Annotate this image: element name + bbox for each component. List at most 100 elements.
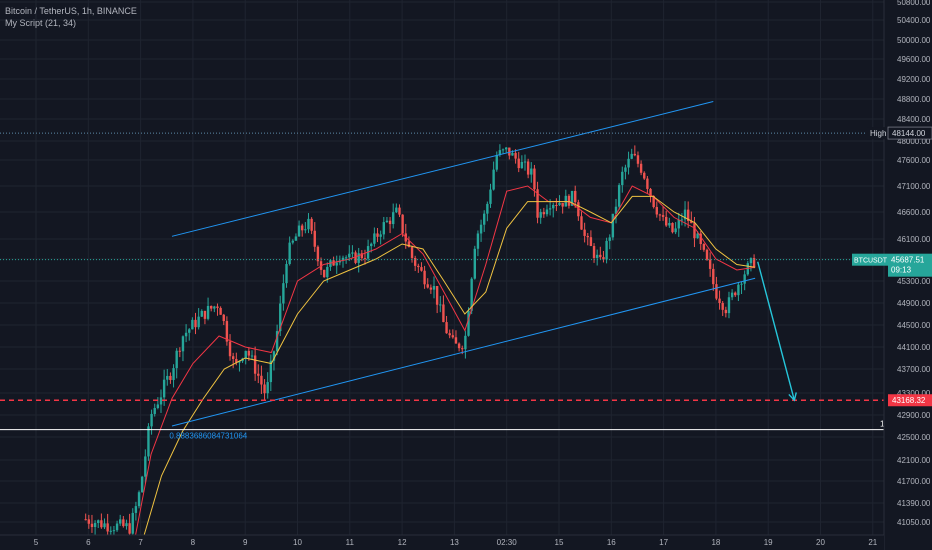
candle-up bbox=[749, 258, 753, 264]
time-axis-background bbox=[0, 535, 884, 550]
candle-down bbox=[457, 343, 461, 349]
time-tick-label: 12 bbox=[398, 538, 407, 547]
candle-down bbox=[100, 520, 103, 528]
candle-up bbox=[181, 336, 185, 352]
candle-down bbox=[508, 147, 511, 156]
candle-up bbox=[250, 355, 254, 357]
time-tick-label: 13 bbox=[450, 538, 459, 547]
candle-up bbox=[627, 158, 630, 168]
symbol-title[interactable]: Bitcoin / TetherUS, 1h, BINANCE bbox=[5, 6, 137, 16]
high-tag-box bbox=[867, 127, 888, 140]
candle-up bbox=[548, 208, 552, 210]
candle-down bbox=[661, 215, 665, 217]
candle-down bbox=[599, 254, 602, 258]
candle-up bbox=[479, 224, 483, 234]
chart-overlays: 1 0.8883686084731064 bbox=[0, 101, 885, 548]
time-tick-label: 6 bbox=[86, 538, 91, 547]
candle-up bbox=[200, 310, 203, 317]
candle-up bbox=[291, 240, 294, 243]
price-tick-label: 43700.00 bbox=[897, 365, 931, 374]
candle-down bbox=[721, 303, 724, 310]
candle-down bbox=[699, 233, 702, 245]
candle-up bbox=[341, 257, 345, 261]
candle-down bbox=[724, 309, 728, 314]
candle-down bbox=[413, 257, 417, 266]
candle-down bbox=[210, 305, 213, 309]
price-tick-label: 42900.00 bbox=[897, 411, 931, 420]
candle-down bbox=[652, 195, 655, 208]
candle-down bbox=[87, 519, 91, 524]
target-price-label: 43168.32 bbox=[892, 396, 926, 405]
price-tick-label: 46600.00 bbox=[897, 208, 931, 217]
candle-down bbox=[263, 384, 266, 394]
candle-up bbox=[520, 161, 524, 169]
candle-up bbox=[279, 303, 282, 332]
candle-down bbox=[225, 321, 229, 342]
candle-down bbox=[435, 285, 439, 305]
candle-up bbox=[545, 209, 549, 215]
channel-upper-line bbox=[171, 101, 714, 237]
candle-down bbox=[235, 358, 238, 363]
price-axis[interactable]: 41050.00 41390.00 41700.00 42100.00 42500.00… bbox=[852, 0, 932, 550]
candle-down bbox=[301, 225, 304, 231]
price-tick-label: 48000.00 bbox=[897, 137, 931, 146]
candle-down bbox=[253, 355, 257, 374]
price-tick-label: 42500.00 bbox=[897, 433, 931, 442]
candle-up bbox=[297, 225, 301, 237]
candle-up bbox=[486, 203, 489, 214]
price-tick-label: 46100.00 bbox=[897, 235, 931, 244]
price-tick-label: 44900.00 bbox=[897, 299, 931, 308]
candle-down bbox=[407, 241, 411, 248]
price-tick-label: 47100.00 bbox=[897, 182, 931, 191]
candle-up bbox=[144, 456, 147, 477]
candle-up bbox=[307, 218, 310, 230]
candle-up bbox=[115, 523, 119, 531]
candle-up bbox=[743, 274, 746, 284]
candle-up bbox=[683, 209, 687, 220]
candle-down bbox=[310, 218, 313, 231]
candle-down bbox=[602, 257, 605, 260]
candle-down bbox=[448, 333, 451, 336]
candle-down bbox=[514, 152, 517, 159]
candle-up bbox=[125, 523, 128, 527]
candle-up bbox=[470, 278, 473, 311]
candle-up bbox=[498, 150, 502, 156]
candle-down bbox=[646, 178, 649, 189]
candle-up bbox=[147, 426, 150, 457]
candle-up bbox=[156, 404, 160, 409]
candle-up bbox=[131, 512, 134, 534]
candle-up bbox=[674, 228, 677, 233]
candle-up bbox=[288, 242, 291, 265]
candle-down bbox=[734, 292, 737, 296]
candle-down bbox=[398, 207, 401, 215]
candle-down bbox=[222, 314, 225, 322]
candle-down bbox=[649, 188, 652, 196]
candle-up bbox=[382, 222, 385, 235]
candle-down bbox=[715, 284, 718, 299]
candle-down bbox=[636, 155, 640, 164]
time-axis[interactable]: 5 6 7 8 9 10 11 12 13 02:30 15 16 17 18 19 20 21 bbox=[0, 534, 884, 550]
candle-down bbox=[178, 350, 182, 352]
candle-up bbox=[326, 266, 329, 278]
candle-up bbox=[335, 262, 338, 266]
candle-down bbox=[423, 270, 426, 285]
bar-countdown: 09:13 bbox=[891, 266, 912, 275]
candle-down bbox=[705, 249, 709, 260]
candle-up bbox=[191, 319, 194, 330]
candle-up bbox=[238, 361, 241, 363]
candle-up bbox=[282, 283, 285, 304]
ema-fast-line bbox=[134, 185, 756, 537]
script-title[interactable]: My Script (21, 34) bbox=[5, 18, 77, 28]
high-tag: High bbox=[870, 129, 886, 138]
projection-arrow-line bbox=[757, 261, 796, 401]
candle-down bbox=[555, 205, 558, 207]
candle-down bbox=[586, 235, 589, 238]
candle-down bbox=[567, 195, 571, 206]
high-price-label: 48144.00 bbox=[892, 129, 926, 138]
candle-down bbox=[316, 246, 320, 262]
candle-up bbox=[439, 304, 442, 306]
candle-up bbox=[696, 233, 699, 239]
candle-up bbox=[395, 207, 398, 213]
